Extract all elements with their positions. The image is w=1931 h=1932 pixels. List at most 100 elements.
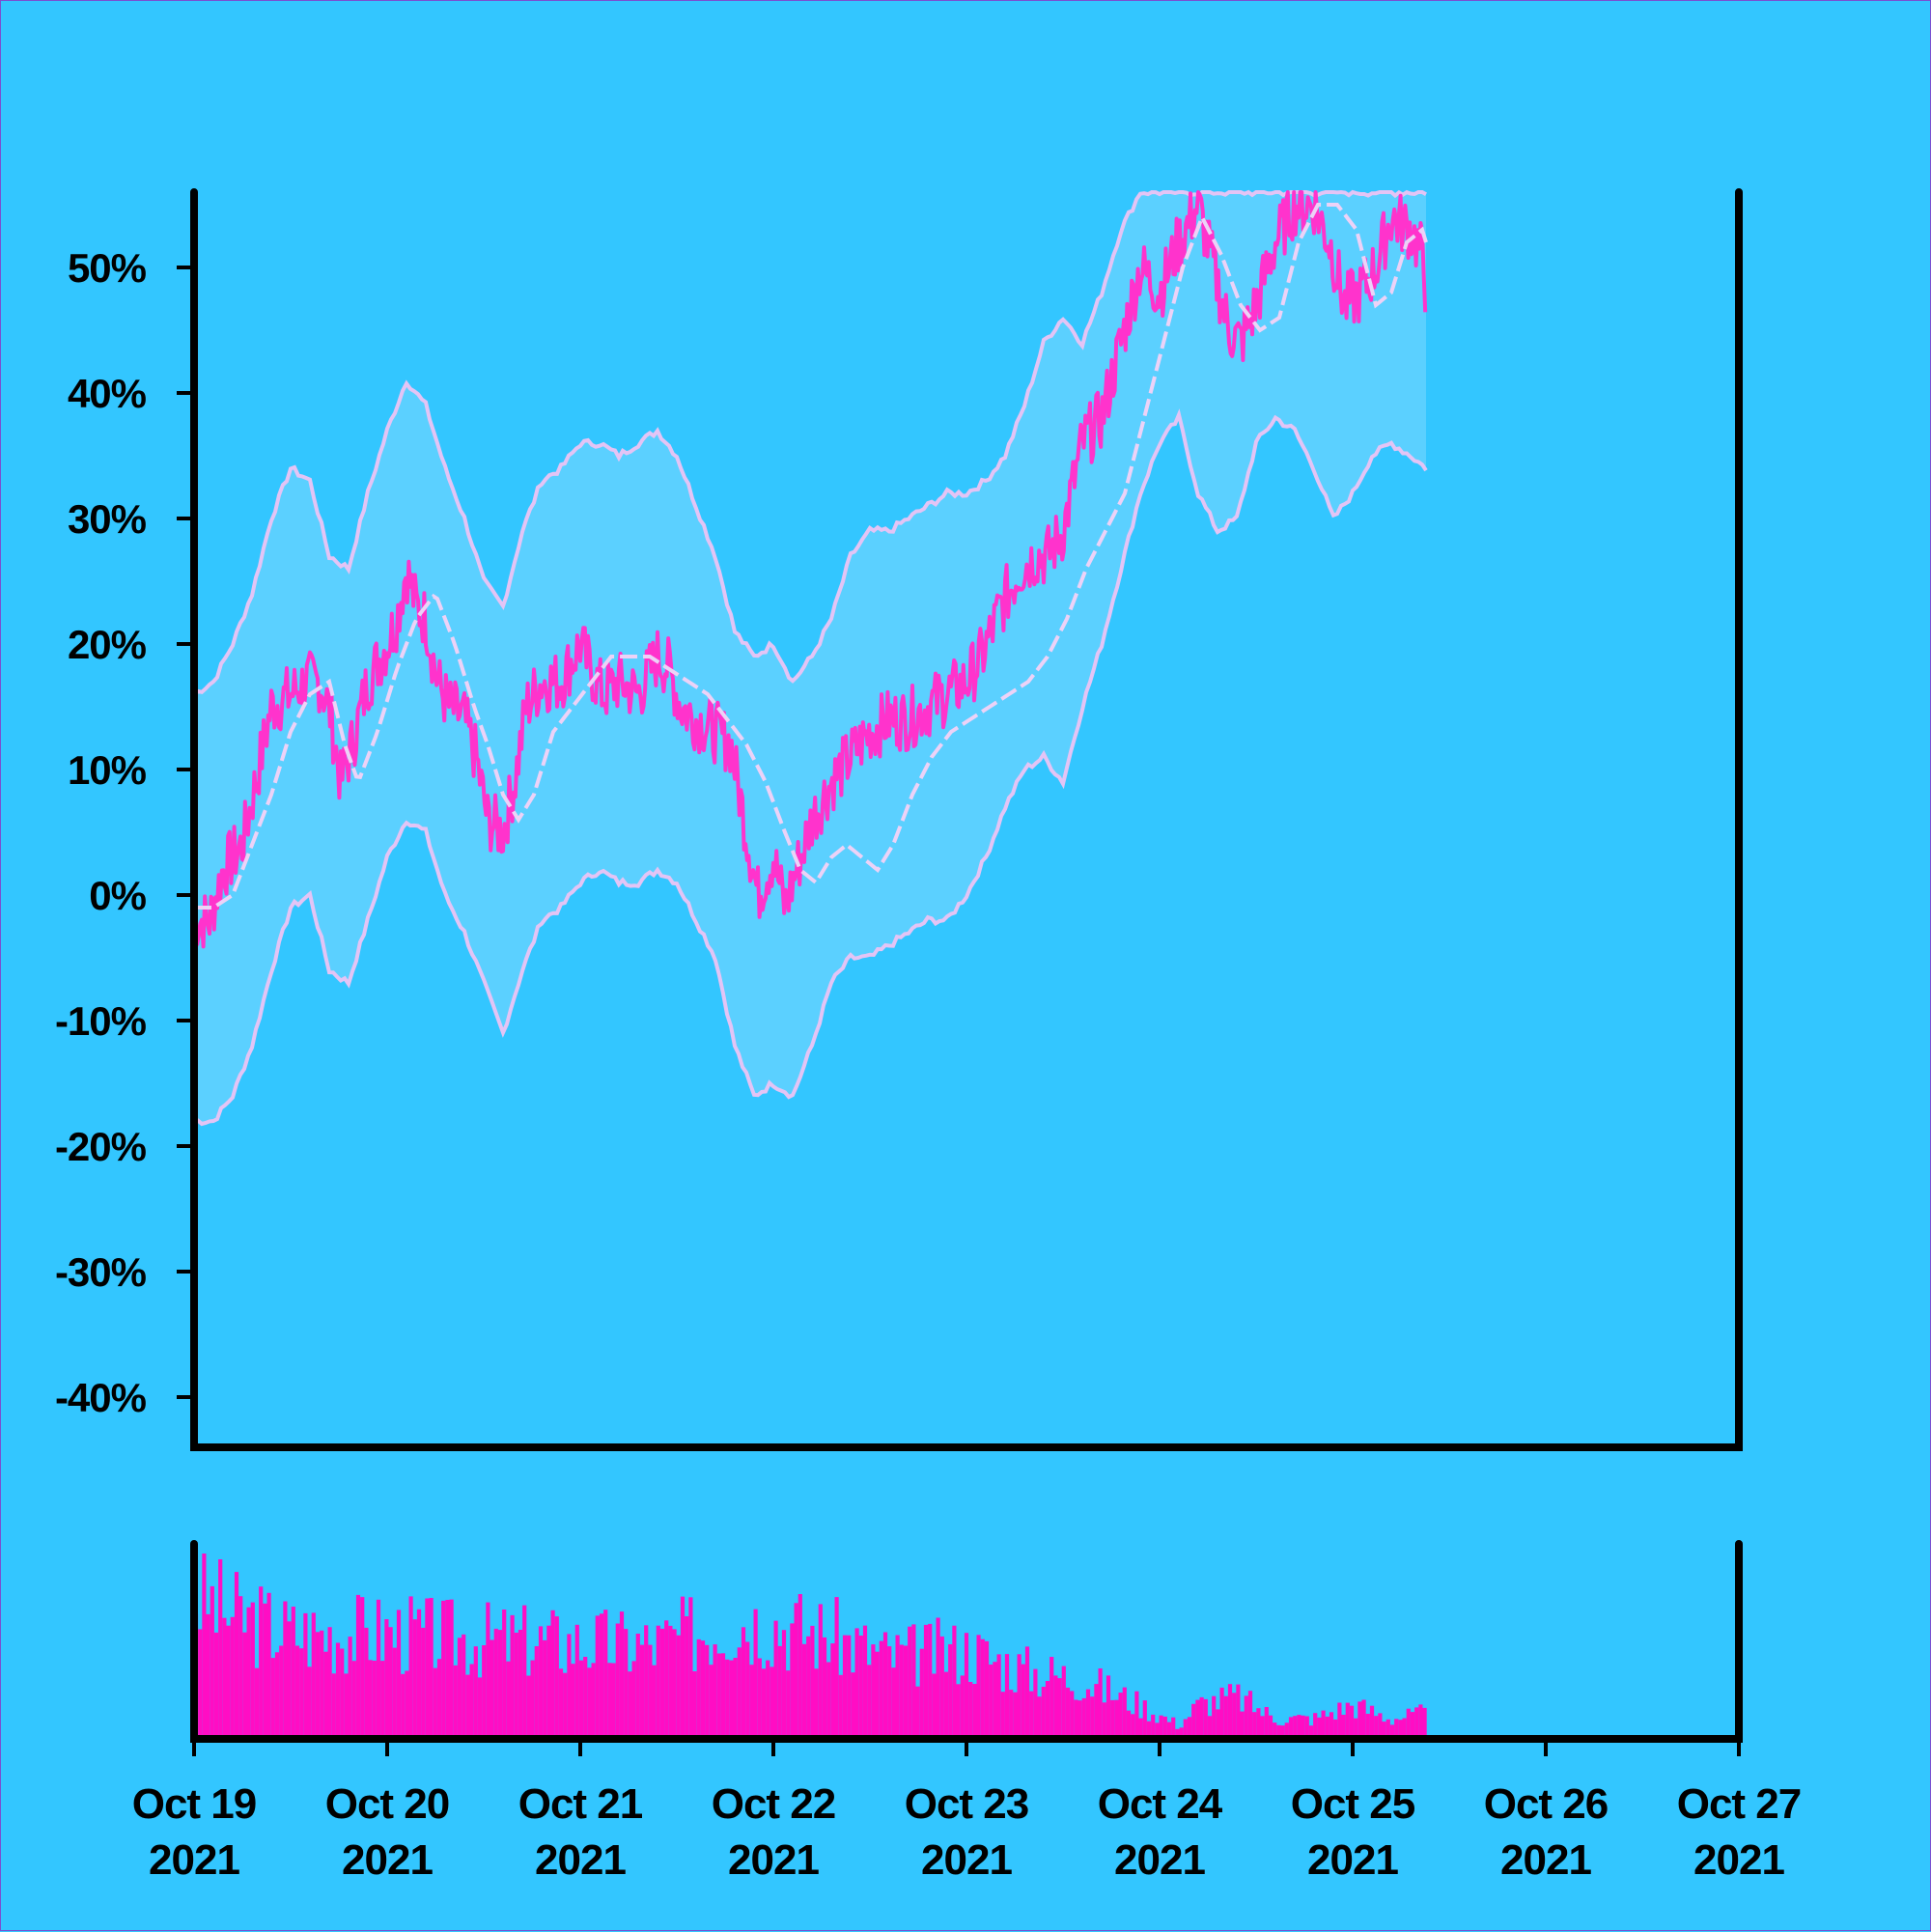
- volume-bar: [1049, 1657, 1054, 1739]
- x-tick-label-year: 2021: [1693, 1836, 1784, 1884]
- volume-bar: [210, 1585, 214, 1739]
- volume-bar: [911, 1624, 916, 1739]
- volume-bar: [405, 1670, 409, 1739]
- volume-bar: [320, 1630, 324, 1739]
- volume-bar: [526, 1675, 531, 1739]
- volume-bar: [1365, 1714, 1370, 1739]
- volume-bar: [1199, 1696, 1204, 1739]
- volume-bar: [578, 1660, 584, 1739]
- volume-bar: [1308, 1725, 1314, 1739]
- volume-bar: [659, 1628, 665, 1739]
- volume-bar: [822, 1637, 827, 1739]
- volume-bar: [1223, 1695, 1228, 1739]
- volume-bar: [842, 1635, 848, 1739]
- x-tick-layer: Oct 19 2021 Oct 20 2021 Oct 21 2021 Oct 22 2021…: [132, 1739, 1802, 1884]
- volume-bar: [279, 1645, 284, 1739]
- y-tick-label: -30%: [55, 1249, 147, 1295]
- volume-bar: [1260, 1716, 1265, 1739]
- main-plot-frame: [190, 188, 1743, 1451]
- volume-bar: [331, 1673, 336, 1739]
- volume-bar: [1321, 1710, 1326, 1739]
- volume-bar: [1382, 1722, 1386, 1739]
- volume-bar: [952, 1625, 957, 1739]
- volume-bar: [1304, 1716, 1309, 1739]
- volume-bar: [786, 1670, 791, 1739]
- volume-bar: [433, 1667, 437, 1739]
- volume-bar: [1094, 1684, 1099, 1739]
- volume-bar: [984, 1640, 990, 1739]
- volume-bar: [761, 1668, 767, 1739]
- volume-bar: [482, 1645, 487, 1739]
- volume-bar: [725, 1659, 730, 1739]
- volume-bar: [1029, 1691, 1034, 1739]
- lower-band-line: [193, 408, 1428, 1127]
- volume-bar: [664, 1620, 669, 1739]
- volume-bar: [307, 1666, 312, 1739]
- volume-bar: [1191, 1703, 1196, 1739]
- volume-bar: [854, 1628, 859, 1739]
- volume-bar: [522, 1605, 527, 1739]
- volume-bar: [493, 1628, 498, 1739]
- volume-bar: [668, 1625, 673, 1739]
- volume-bar: [1394, 1719, 1399, 1739]
- volume-bar: [457, 1638, 462, 1739]
- volume-bar: [1151, 1714, 1156, 1739]
- volume-bar: [1134, 1691, 1139, 1739]
- volume-bar: [720, 1653, 726, 1739]
- x-tick-label-date: Oct 26: [1484, 1780, 1609, 1828]
- volume-bar: [1017, 1654, 1021, 1739]
- volume-bar: [1240, 1711, 1245, 1739]
- volume-bar: [781, 1630, 787, 1739]
- volume-bar: [1414, 1707, 1419, 1739]
- volume-bar: [299, 1648, 304, 1739]
- volume-bar: [960, 1675, 965, 1739]
- volume-bar: [656, 1625, 660, 1739]
- volume-bar: [996, 1654, 1001, 1739]
- volume-bar: [445, 1600, 450, 1739]
- volume-bar: [716, 1653, 721, 1739]
- volume-bar: [700, 1640, 706, 1739]
- volume-bar: [1247, 1691, 1253, 1739]
- volume-bar: [1422, 1707, 1427, 1739]
- volume-bar: [1406, 1708, 1411, 1739]
- volume-bar: [1061, 1666, 1066, 1739]
- volume-bar: [202, 1554, 207, 1739]
- volume-bar: [591, 1663, 596, 1739]
- volume-bar: [749, 1665, 754, 1739]
- x-tick-label-year: 2021: [342, 1836, 433, 1884]
- volume-bar: [465, 1674, 470, 1739]
- volume-bar: [567, 1634, 572, 1739]
- volume-bar: [648, 1644, 653, 1739]
- volume-bar: [1009, 1690, 1014, 1739]
- volume-bar: [943, 1671, 949, 1739]
- volume-bar: [1122, 1687, 1127, 1739]
- volume-bar: [558, 1668, 564, 1739]
- volume-bar: [335, 1642, 341, 1739]
- volume-bar: [696, 1638, 701, 1739]
- volume-bar: [1268, 1715, 1273, 1739]
- volume-bar: [360, 1597, 365, 1739]
- volume-bar: [376, 1599, 381, 1739]
- volume-bar: [976, 1635, 981, 1739]
- volume-bar: [294, 1645, 300, 1739]
- volume-bar: [705, 1644, 710, 1739]
- volume-bar: [652, 1665, 657, 1739]
- volume-bar: [936, 1617, 940, 1739]
- volume-bar: [1000, 1692, 1005, 1739]
- x-tick-label-year: 2021: [535, 1836, 626, 1884]
- volume-bar: [1349, 1705, 1355, 1739]
- volume-bar: [554, 1616, 559, 1739]
- volume-bar: [518, 1630, 523, 1739]
- volume-bar: [1159, 1715, 1163, 1739]
- volume-bar: [753, 1609, 758, 1739]
- volume-bar: [348, 1637, 352, 1739]
- volume-bar: [1219, 1687, 1224, 1739]
- volume-bar: [1236, 1684, 1241, 1739]
- volume-bar: [830, 1643, 835, 1739]
- volume-bar: [1361, 1699, 1366, 1739]
- volume-bar: [624, 1629, 629, 1739]
- volume-bar: [1105, 1675, 1111, 1739]
- volume-bar: [1369, 1705, 1375, 1739]
